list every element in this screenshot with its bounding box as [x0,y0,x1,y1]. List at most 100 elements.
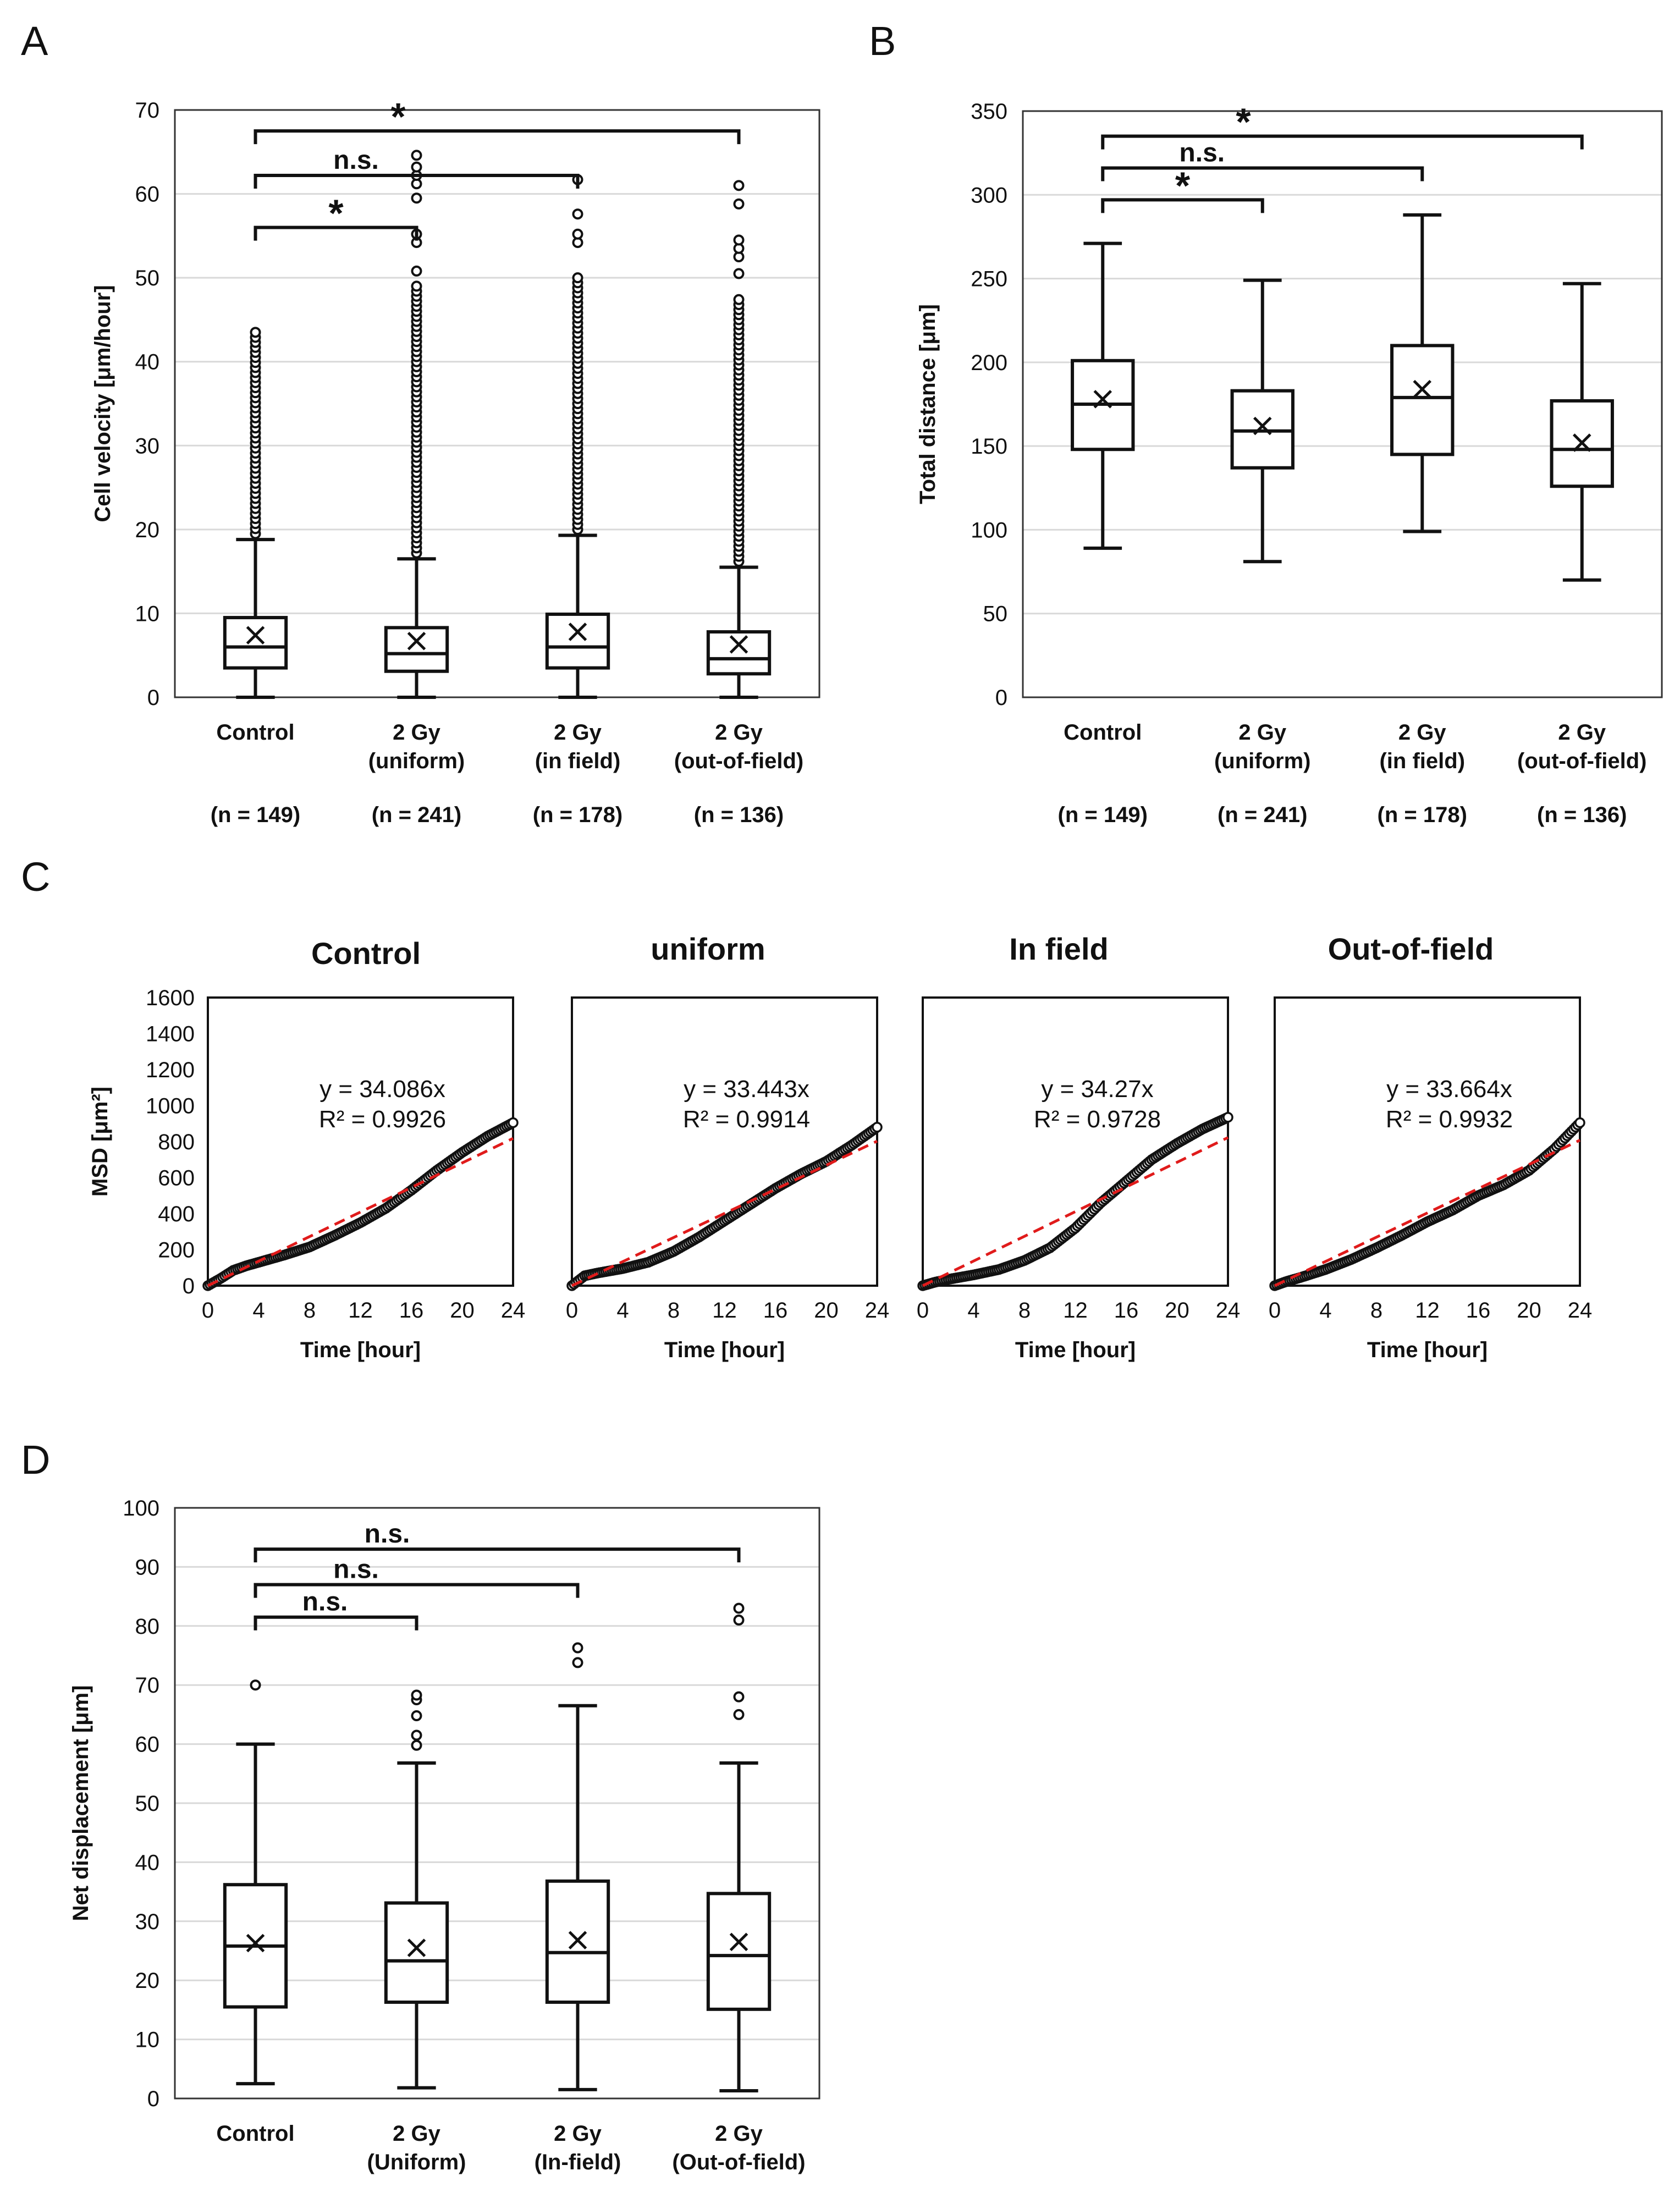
msd-data-point [508,1117,519,1128]
y-axis-title: Cell velocity [μm/hour] [91,285,115,522]
x-tick-label: 4 [1319,1298,1331,1323]
x-tick-label: 0 [917,1298,929,1323]
x-tick-label: 16 [1466,1298,1491,1323]
x-axis-title: Time [hour] [1015,1338,1136,1362]
outlier-point [250,1679,261,1691]
y-tick-label: 0 [995,686,1007,710]
significance-label: n.s. [302,1588,348,1617]
y-tick-label: 100 [123,1496,159,1521]
msd-plot-frame [571,996,878,1287]
x-tick-label: 12 [712,1298,737,1323]
msd-panel-title: Control [311,936,421,971]
msd-plot-frame [207,996,514,1287]
fit-equation: y = 34.27x [1041,1076,1153,1103]
outlier-point [572,228,583,240]
panel-letter-b: B [869,18,896,64]
mean-marker [246,626,265,644]
y-tick-label: 40 [135,1850,160,1875]
x-category-label: (in field) [535,749,621,773]
msd-data-point [872,1122,883,1133]
y-tick-label: 0 [147,2087,159,2111]
y-tick-label: 50 [135,266,160,290]
x-axis-title: Time [hour] [300,1338,421,1362]
x-tick-label: 20 [1165,1298,1189,1323]
y-tick-label: 90 [135,1555,160,1579]
outlier-point [733,1709,745,1720]
x-tick-label: 24 [1568,1298,1593,1323]
significance-bracket [254,174,580,189]
x-category-label: (uniform) [1214,749,1311,773]
outlier-point [411,1710,422,1722]
msd-data-point [1574,1117,1585,1128]
box-iqr [706,1892,772,2011]
y-tick-label: 250 [971,267,1007,291]
significance-label: n.s. [333,146,379,175]
significance-bracket [1101,134,1584,150]
plot-frame [174,1507,820,2100]
y-tick-label: 1200 [146,1058,195,1082]
significance-bracket [1101,198,1264,213]
y-tick-label: 10 [135,2028,160,2052]
fit-r-squared: R² = 0.9728 [1034,1106,1161,1133]
x-tick-label: 20 [1517,1298,1541,1323]
mean-marker [1572,433,1591,452]
y-tick-label: 350 [971,100,1007,124]
msd-linear-fit-line [1274,1139,1581,1287]
fit-equation: y = 33.664x [1386,1076,1512,1103]
sample-size-label: (n = 241) [372,803,461,827]
x-tick-label: 0 [202,1298,214,1323]
x-tick-label: 12 [1063,1298,1088,1323]
x-category-label: (uniform) [368,749,465,773]
outlier-point [411,192,422,204]
y-tick-label: 200 [158,1238,195,1263]
fit-r-squared: R² = 0.9926 [319,1106,446,1133]
box-iqr [545,612,610,670]
outlier-point [733,1691,745,1703]
msd-linear-fit-line [571,1139,878,1287]
outlier-point [733,294,745,305]
fit-equation: y = 33.443x [684,1076,809,1103]
outlier-point [572,272,583,284]
significance-bracket [254,129,741,145]
panel-d-net-displacement-chart: 0 10 20 30 40 50 60 70 80 90 100 Net displacement [… [69,1496,820,2174]
mean-marker [407,632,426,651]
y-tick-label: 40 [135,350,160,374]
x-category-label: Control [1064,720,1142,745]
outlier-point [733,198,745,210]
box-iqr [384,626,449,673]
y-tick-label: 20 [135,1969,160,1993]
x-tick-label: 16 [763,1298,788,1323]
y-axis-title: MSD [μm²] [88,1087,112,1197]
significance-label: n.s. [365,1519,410,1549]
x-tick-label: 8 [304,1298,316,1323]
msd-plot-frame [922,996,1229,1287]
msd-linear-fit-line [207,1137,514,1287]
x-tick-label: 12 [348,1298,373,1323]
y-tick-label: 30 [135,1910,160,1934]
y-tick-label: 10 [135,602,160,626]
x-tick-label: 0 [566,1298,578,1323]
x-category-label: (Uniform) [367,2150,466,2174]
sample-size-label: (n = 149) [211,803,300,827]
outlier-point [733,1602,745,1614]
outlier-point [733,1615,745,1626]
y-tick-label: 1000 [146,1094,195,1119]
plot-frame [1022,110,1663,698]
x-tick-label: 8 [668,1298,680,1323]
mean-marker [1413,379,1432,399]
y-tick-label: 0 [183,1274,195,1298]
x-tick-label: 4 [252,1298,265,1323]
y-axis-title: Total distance [μm] [916,304,940,504]
panel-letter-a: A [21,18,48,64]
x-tick-label: 24 [865,1298,890,1323]
fit-r-squared: R² = 0.9914 [683,1106,810,1133]
sample-size-label: (n = 149) [1058,803,1148,827]
y-tick-label: 70 [135,98,160,123]
x-category-label: (out-of-field) [674,749,803,773]
x-category-label: (Out-of-field) [672,2150,805,2174]
x-category-label: Control [216,720,294,745]
mean-marker [568,623,587,641]
fit-r-squared: R² = 0.9932 [1386,1106,1513,1133]
panel-letter-d: D [21,1437,50,1483]
